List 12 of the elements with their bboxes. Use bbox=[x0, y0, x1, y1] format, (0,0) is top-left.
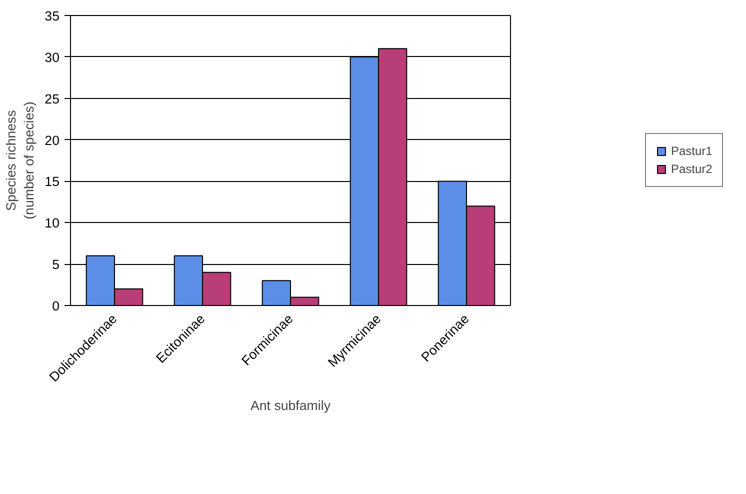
y-tick-label: 0 bbox=[52, 298, 60, 314]
legend-label: Pastur2 bbox=[671, 162, 712, 176]
y-tick-label: 25 bbox=[44, 91, 60, 106]
y-axis-title: Species richness (number of species) bbox=[4, 102, 37, 220]
y-tick-label: 30 bbox=[44, 50, 60, 65]
y-tick-label: 10 bbox=[44, 216, 60, 231]
y-tick-label: 35 bbox=[44, 8, 60, 24]
x-axis-title: Ant subfamily bbox=[250, 398, 331, 413]
y-tick-label: 20 bbox=[44, 132, 60, 148]
y-tick-label: 15 bbox=[44, 174, 60, 190]
y-tick-label: 5 bbox=[52, 257, 60, 272]
legend-label: Pastur1 bbox=[671, 144, 712, 158]
